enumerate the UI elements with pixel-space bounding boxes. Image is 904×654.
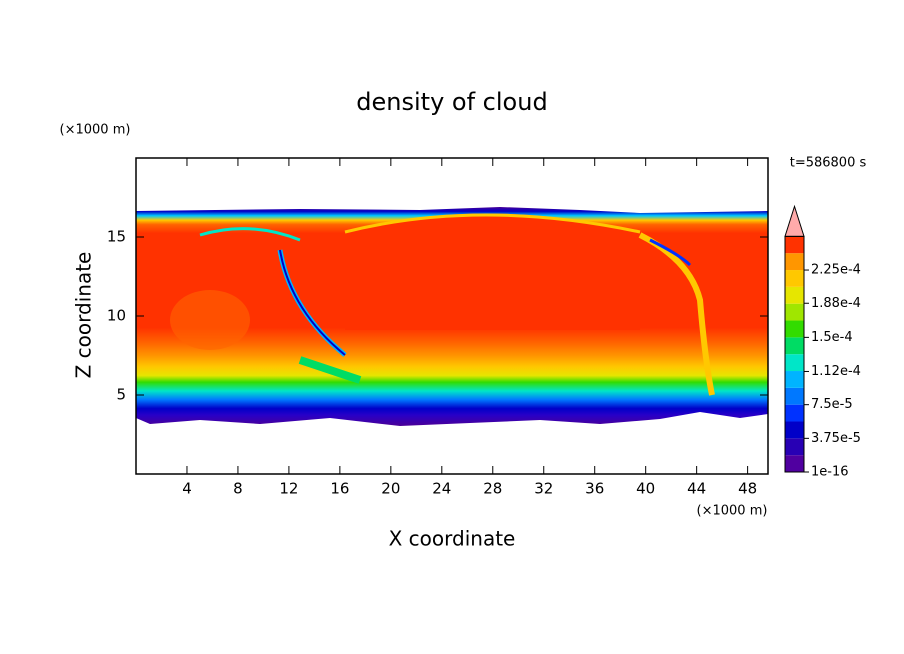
y-axis-label: Z coordinate: [72, 252, 96, 379]
colorbar-tick-label: 2.25e-4: [811, 263, 861, 278]
y-tick-label: 10: [107, 307, 126, 325]
y-tick-label: 15: [107, 228, 126, 246]
colorbar-tick-label: 1.12e-4: [811, 364, 861, 379]
x-tick-label: 16: [330, 480, 349, 498]
colorbar-extend: [784, 204, 805, 237]
x-tick-label: 20: [381, 480, 400, 498]
colorbar-band: [785, 337, 804, 355]
x-tick-label: 44: [687, 480, 706, 498]
colorbar-band: [785, 253, 804, 271]
contour-field: [136, 207, 768, 426]
time-annotation: t=586800 s: [790, 156, 867, 171]
colorbar-band: [785, 354, 804, 372]
colorbar-band: [785, 270, 804, 287]
y-unit: (×1000 m): [60, 123, 131, 138]
x-tick-label: 48: [738, 480, 757, 498]
x-axis-label: X coordinate: [389, 527, 516, 551]
colorbar-band: [785, 404, 804, 422]
x-tick-label: 4: [182, 480, 192, 498]
colorbar-tick-label: 1.88e-4: [811, 296, 861, 311]
colorbar-band: [785, 371, 804, 388]
x-tick-label: 12: [279, 480, 298, 498]
colorbar-frame: [784, 235, 805, 473]
x-tick-label: 24: [432, 480, 451, 498]
colorbar-band: [785, 421, 804, 439]
colorbar-band: [785, 286, 804, 304]
colorbar-band: [785, 438, 804, 456]
chart-title: density of cloud: [356, 88, 547, 116]
colorbar-band: [785, 236, 804, 254]
colorbar-tick-label: 7.5e-5: [811, 397, 853, 412]
x-tick-label: 28: [483, 480, 502, 498]
colorbar-tick-label: 1e-16: [811, 465, 849, 480]
x-tick-label: 40: [636, 480, 655, 498]
colorbar-band: [785, 320, 804, 338]
colorbar-band: [785, 303, 804, 321]
x-tick-label: 32: [534, 480, 553, 498]
colorbar-tick-label: 1.5e-4: [811, 330, 853, 345]
colorbar-tick-label: 3.75e-5: [811, 431, 861, 446]
x-tick-label: 8: [233, 480, 243, 498]
y-tick-label: 5: [116, 386, 126, 404]
colorbar-band: [785, 455, 804, 472]
x-unit: (×1000 m): [697, 504, 768, 519]
x-tick-label: 36: [585, 480, 604, 498]
colorbar-band: [785, 387, 804, 405]
